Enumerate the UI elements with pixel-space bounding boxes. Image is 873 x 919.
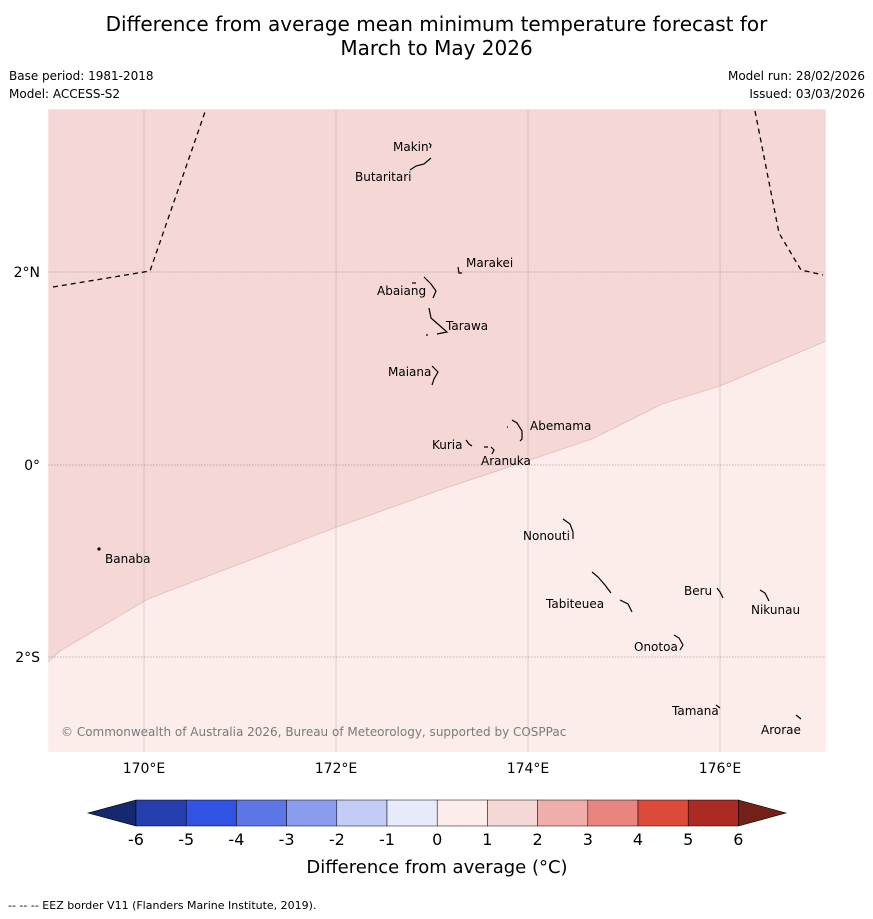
island-label: Aranuka (481, 454, 531, 468)
island-label: Nonouti (523, 529, 570, 543)
colorbar-segment (236, 799, 287, 827)
island-labels: Makin Butaritari Marakei Abaiang Tarawa Maian… (105, 140, 801, 737)
issued-date: Issued: 03/03/2026 (749, 87, 865, 101)
longitude-labels: 170°E 172°E 174°E 176°E (123, 761, 742, 777)
island-label: Abaiang (377, 284, 426, 298)
contour-boundary (48, 340, 826, 663)
colorbar-tick-label: 2 (533, 830, 543, 849)
colorbar-tick-label: -5 (178, 830, 194, 849)
island-label: Nikunau (751, 603, 800, 617)
colorbar-tick-label: -6 (128, 830, 144, 849)
colorbar-segment (487, 799, 538, 827)
colorbar-segment (386, 799, 438, 827)
map-frame (47, 108, 827, 753)
colorbar-tick-label: 5 (683, 830, 693, 849)
model-run: Model run: 28/02/2026 (727, 69, 865, 83)
eez-border (52, 109, 824, 288)
latitude-label: 2°S (15, 650, 40, 666)
longitude-label: 172°E (315, 761, 358, 777)
colorbar-under-arrow (86, 799, 137, 827)
colorbar-over-arrow (738, 799, 788, 827)
map-title: Difference from average mean minimum tem… (0, 12, 873, 60)
latitude-label: 2°N (14, 265, 40, 281)
title-line-2: March to May 2026 (340, 36, 533, 60)
latitude-label: 0° (24, 458, 40, 474)
colorbar-tick-label: 6 (733, 830, 743, 849)
title-line-1: Difference from average mean minimum tem… (105, 12, 768, 36)
colorbar-tick-label: -3 (279, 830, 295, 849)
colorbar-segment (185, 799, 237, 827)
colorbar-tick-label: 4 (633, 830, 643, 849)
island-label: Arorae (761, 723, 801, 737)
colorbar-segment (436, 799, 488, 827)
latitude-labels: 2°N 0° 2°S (14, 265, 41, 666)
colorbar-label: Difference from average (°C) (306, 857, 567, 878)
copyright-text: © Commonwealth of Australia 2026, Bureau… (61, 725, 566, 739)
colorbar-tick-label: 3 (583, 830, 593, 849)
colorbar-tick-label: -2 (329, 830, 345, 849)
colorbar-segment (537, 799, 589, 827)
island-label: Maiana (388, 365, 431, 379)
map-area (48, 109, 826, 752)
colorbar-tick-labels: -6 -5 -4 -3 -2 -1 0 1 2 3 4 5 6 (128, 830, 743, 849)
island-label: Tarawa (445, 319, 488, 333)
island-label: Butaritari (355, 170, 412, 184)
island-shapes (97, 142, 802, 720)
longitude-label: 174°E (507, 761, 550, 777)
colorbar-tick-label: -1 (379, 830, 395, 849)
meta-right: Model run: 28/02/2026 Issued: 03/03/2026 (728, 67, 865, 103)
island-label: Beru (684, 584, 712, 598)
colorbar-segment (637, 799, 689, 827)
gridlines (48, 109, 826, 752)
base-period: Base period: 1981-2018 (9, 69, 154, 83)
colorbar-tick-label: 1 (482, 830, 492, 849)
longitude-label: 170°E (123, 761, 166, 777)
island-label: Tabiteuea (545, 597, 604, 611)
colorbar-tick-label: -4 (228, 830, 244, 849)
island-label: Abemama (530, 419, 591, 433)
colorbar-segment (336, 799, 388, 827)
island-label: Makin (393, 140, 429, 154)
colorbar-tick-label: 0 (432, 830, 442, 849)
colorbar-segment (286, 799, 338, 827)
island-label: Tamana (671, 704, 719, 718)
colorbar-segment (687, 799, 739, 827)
colorbar-segment (587, 799, 639, 827)
meta-left: Base period: 1981-2018 Model: ACCESS-S2 (9, 67, 154, 103)
eez-footnote: -- -- -- EEZ border V11 (Flanders Marine… (8, 899, 317, 912)
longitude-label: 176°E (699, 761, 742, 777)
model-name: Model: ACCESS-S2 (9, 87, 121, 101)
island-label: Kuria (432, 438, 463, 452)
island-label: Banaba (105, 552, 151, 566)
colorbar (86, 799, 788, 827)
island-label: Marakei (466, 256, 513, 270)
region-1-to-2 (48, 109, 826, 662)
colorbar-segment (135, 799, 187, 827)
island-label: Onotoa (634, 640, 678, 654)
